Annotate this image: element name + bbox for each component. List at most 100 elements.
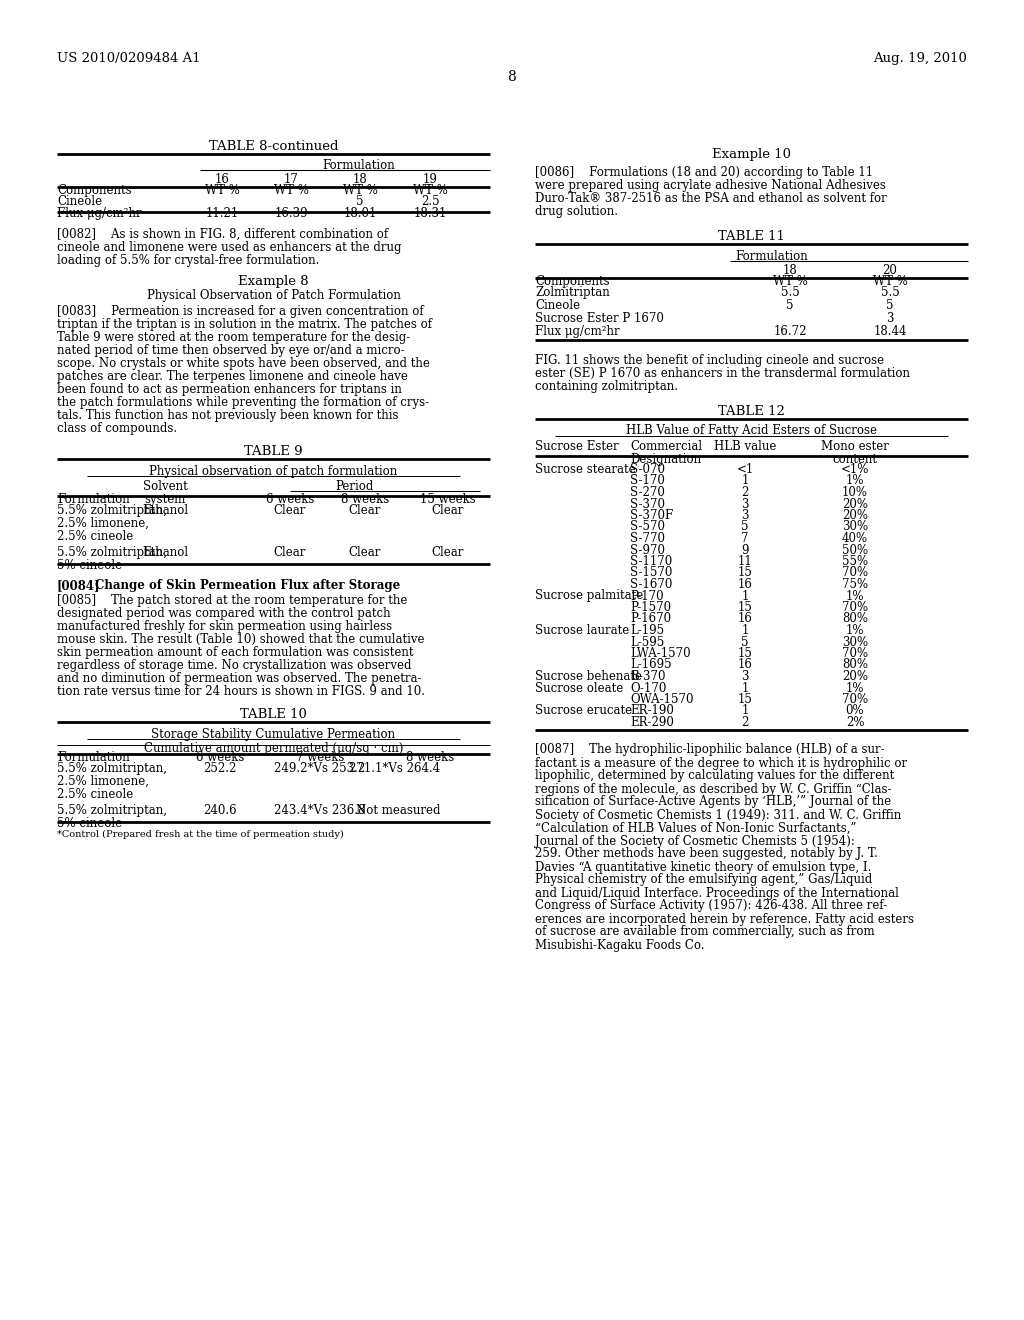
Text: ER-290: ER-290 xyxy=(630,715,674,729)
Text: 20%: 20% xyxy=(842,498,868,511)
Text: 16.72: 16.72 xyxy=(773,325,807,338)
Text: 30%: 30% xyxy=(842,520,868,533)
Text: Zolmitriptan: Zolmitriptan xyxy=(535,286,609,300)
Text: TABLE 8-continued: TABLE 8-continued xyxy=(209,140,338,153)
Text: Clear: Clear xyxy=(349,546,381,558)
Text: 3: 3 xyxy=(886,312,894,325)
Text: P-170: P-170 xyxy=(630,590,664,602)
Text: 5.5% zolmitriptan,: 5.5% zolmitriptan, xyxy=(57,762,167,775)
Text: 18.31: 18.31 xyxy=(414,207,446,220)
Text: P-1570: P-1570 xyxy=(630,601,671,614)
Text: FIG. 11 shows the benefit of including cineole and sucrose: FIG. 11 shows the benefit of including c… xyxy=(535,354,884,367)
Text: [0085]    The patch stored at the room temperature for the: [0085] The patch stored at the room temp… xyxy=(57,594,408,607)
Text: 5: 5 xyxy=(886,300,894,312)
Text: TABLE 11: TABLE 11 xyxy=(718,230,785,243)
Text: 80%: 80% xyxy=(842,659,868,672)
Text: TABLE 12: TABLE 12 xyxy=(718,405,785,418)
Text: TABLE 9: TABLE 9 xyxy=(244,445,303,458)
Text: 70%: 70% xyxy=(842,647,868,660)
Text: factant is a measure of the degree to which it is hydrophilic or: factant is a measure of the degree to wh… xyxy=(535,756,907,770)
Text: 3: 3 xyxy=(741,510,749,521)
Text: 15: 15 xyxy=(737,566,753,579)
Text: tion rate versus time for 24 hours is shown in FIGS. 9 and 10.: tion rate versus time for 24 hours is sh… xyxy=(57,685,425,698)
Text: 0%: 0% xyxy=(846,705,864,718)
Text: 5.5% zolmitriptan,: 5.5% zolmitriptan, xyxy=(57,804,167,817)
Text: 6 weeks: 6 weeks xyxy=(266,492,314,506)
Text: B-370: B-370 xyxy=(630,671,666,682)
Text: content: content xyxy=(833,453,878,466)
Text: 2.5% cineole: 2.5% cineole xyxy=(57,788,133,801)
Text: TABLE 10: TABLE 10 xyxy=(240,708,307,721)
Text: Cineole: Cineole xyxy=(535,300,581,312)
Text: L-595: L-595 xyxy=(630,635,665,648)
Text: L-1695: L-1695 xyxy=(630,659,672,672)
Text: S-970: S-970 xyxy=(630,544,665,557)
Text: 5: 5 xyxy=(786,300,794,312)
Text: 243.4*Vs 236.8: 243.4*Vs 236.8 xyxy=(274,804,366,817)
Text: regardless of storage time. No crystallization was observed: regardless of storage time. No crystalli… xyxy=(57,659,412,672)
Text: HLB value: HLB value xyxy=(714,440,776,453)
Text: S-370: S-370 xyxy=(630,498,665,511)
Text: mouse skin. The result (Table 10) showed that the cumulative: mouse skin. The result (Table 10) showed… xyxy=(57,634,425,645)
Text: Sucrose behenate: Sucrose behenate xyxy=(535,671,642,682)
Text: 5.5% zolmitriptan,: 5.5% zolmitriptan, xyxy=(57,504,167,517)
Text: Formulation: Formulation xyxy=(735,249,808,263)
Text: S-070: S-070 xyxy=(630,463,665,477)
Text: [0087]    The hydrophilic-lipophilic balance (HLB) of a sur-: [0087] The hydrophilic-lipophilic balanc… xyxy=(535,743,885,756)
Text: and Liquid/Liquid Interface. Proceedings of the International: and Liquid/Liquid Interface. Proceedings… xyxy=(535,887,899,899)
Text: 5: 5 xyxy=(356,195,364,209)
Text: 2%: 2% xyxy=(846,715,864,729)
Text: the patch formulations while preventing the formation of crys-: the patch formulations while preventing … xyxy=(57,396,429,409)
Text: Formulation: Formulation xyxy=(57,751,130,764)
Text: Mono ester: Mono ester xyxy=(821,440,889,453)
Text: Clear: Clear xyxy=(432,546,464,558)
Text: Physical observation of patch formulation: Physical observation of patch formulatio… xyxy=(150,465,397,478)
Text: 5.5: 5.5 xyxy=(881,286,899,300)
Text: 70%: 70% xyxy=(842,566,868,579)
Text: Change of Skin Permeation Flux after Storage: Change of Skin Permeation Flux after Sto… xyxy=(95,579,400,591)
Text: 240.6: 240.6 xyxy=(203,804,237,817)
Text: 40%: 40% xyxy=(842,532,868,545)
Text: 18.01: 18.01 xyxy=(343,207,377,220)
Text: 11.21: 11.21 xyxy=(206,207,239,220)
Text: 5.5% zolmitriptan,: 5.5% zolmitriptan, xyxy=(57,546,167,558)
Text: 30%: 30% xyxy=(842,635,868,648)
Text: 16.39: 16.39 xyxy=(274,207,308,220)
Text: 1: 1 xyxy=(741,705,749,718)
Text: designated period was compared with the control patch: designated period was compared with the … xyxy=(57,607,390,620)
Text: “Calculation of HLB Values of Non-Ionic Surfactants,”: “Calculation of HLB Values of Non-Ionic … xyxy=(535,821,856,834)
Text: 2.5% cineole: 2.5% cineole xyxy=(57,531,133,543)
Text: *Control (Prepared fresh at the time of permeation study): *Control (Prepared fresh at the time of … xyxy=(57,830,344,840)
Text: 1: 1 xyxy=(741,624,749,638)
Text: 1: 1 xyxy=(741,681,749,694)
Text: 9: 9 xyxy=(741,544,749,557)
Text: and no diminution of permeation was observed. The penetra-: and no diminution of permeation was obse… xyxy=(57,672,422,685)
Text: 249.2*Vs 253.2: 249.2*Vs 253.2 xyxy=(274,762,366,775)
Text: 70%: 70% xyxy=(842,601,868,614)
Text: Davies “A quantitative kinetic theory of emulsion type, I.: Davies “A quantitative kinetic theory of… xyxy=(535,861,871,874)
Text: Sucrose palmitate: Sucrose palmitate xyxy=(535,590,643,602)
Text: 55%: 55% xyxy=(842,554,868,568)
Text: Period: Period xyxy=(336,480,374,492)
Text: Clear: Clear xyxy=(273,504,306,517)
Text: Clear: Clear xyxy=(432,504,464,517)
Text: 20: 20 xyxy=(883,264,897,277)
Text: WT %: WT % xyxy=(273,183,308,197)
Text: P-1670: P-1670 xyxy=(630,612,671,626)
Text: 5% cineole: 5% cineole xyxy=(57,558,122,572)
Text: 7: 7 xyxy=(741,532,749,545)
Text: Components: Components xyxy=(57,183,132,197)
Text: erences are incorporated herein by reference. Fatty acid esters: erences are incorporated herein by refer… xyxy=(535,912,914,925)
Text: 1%: 1% xyxy=(846,624,864,638)
Text: lipophilic, determined by calculating values for the different: lipophilic, determined by calculating va… xyxy=(535,770,894,783)
Text: 1%: 1% xyxy=(846,681,864,694)
Text: Flux μg/cm²hr: Flux μg/cm²hr xyxy=(535,325,620,338)
Text: 16: 16 xyxy=(737,659,753,672)
Text: WT %: WT % xyxy=(413,183,447,197)
Text: Example 8: Example 8 xyxy=(239,275,309,288)
Text: Formulation: Formulation xyxy=(57,492,130,506)
Text: 16: 16 xyxy=(737,578,753,591)
Text: S-370F: S-370F xyxy=(630,510,673,521)
Text: US 2010/0209484 A1: US 2010/0209484 A1 xyxy=(57,51,201,65)
Text: WT %: WT % xyxy=(343,183,378,197)
